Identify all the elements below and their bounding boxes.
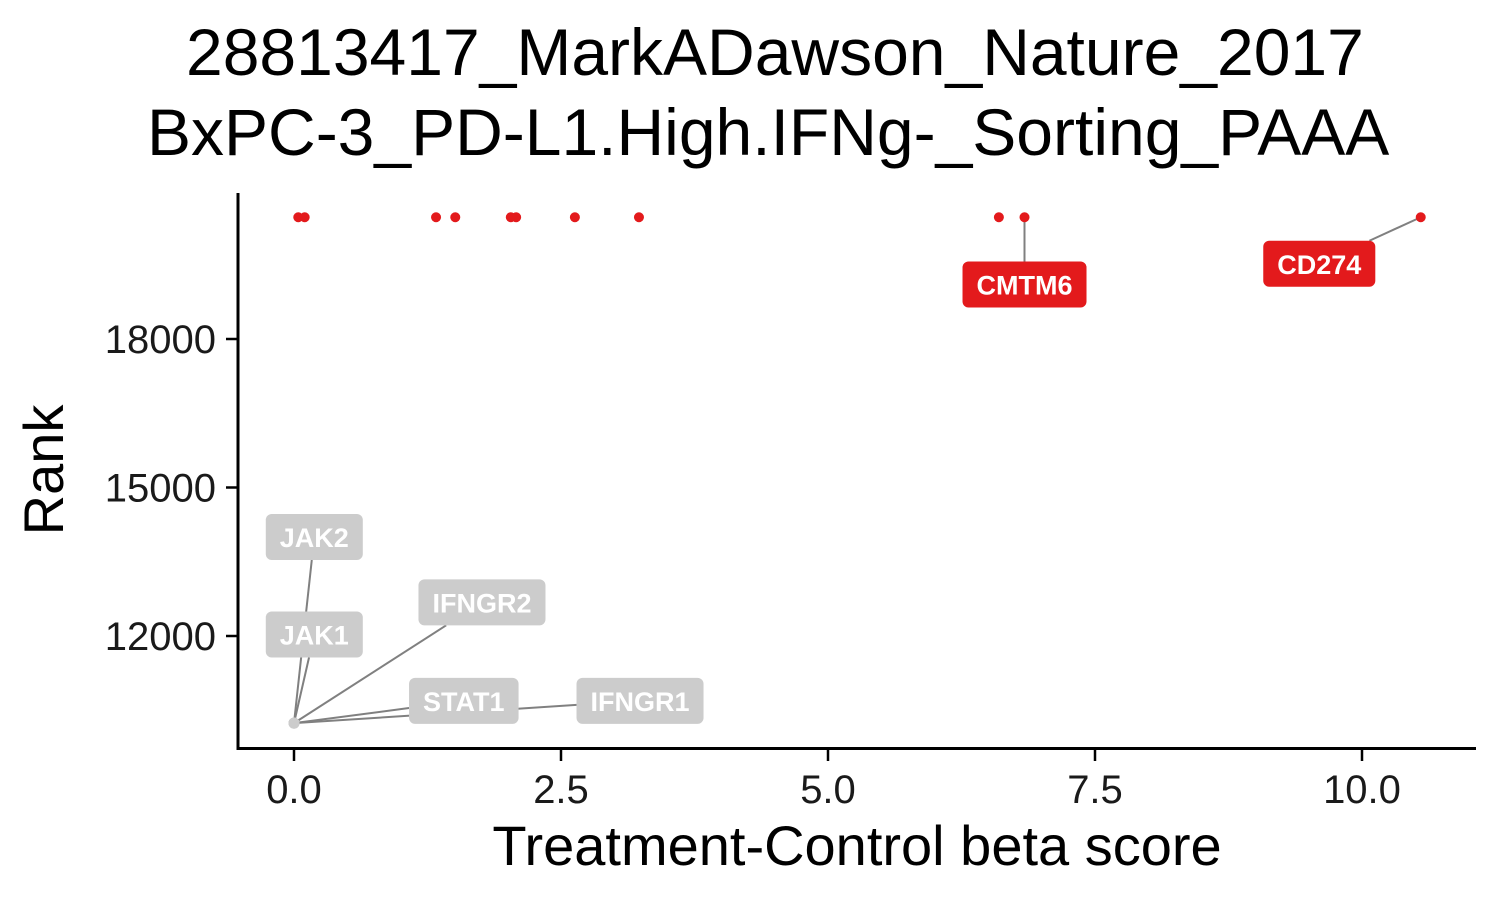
connector-stat1 bbox=[293, 707, 410, 725]
gene-label-stat1: STAT1 bbox=[409, 677, 519, 724]
point-high bbox=[511, 212, 522, 223]
gene-label-text: STAT1 bbox=[423, 687, 505, 717]
point-ifngr1 bbox=[288, 717, 300, 729]
y-tick-label: 12000 bbox=[105, 615, 216, 659]
x-tick-label: 10.0 bbox=[1323, 768, 1401, 812]
gene-label-text: JAK2 bbox=[280, 523, 349, 553]
y-axis-ticks: 12000 15000 18000 bbox=[105, 318, 237, 659]
point-high bbox=[299, 212, 310, 223]
gene-label-cmtm6: CMTM6 bbox=[962, 261, 1087, 308]
gene-label-box bbox=[265, 514, 363, 560]
y-tick-label: 15000 bbox=[105, 467, 216, 511]
gene-label-box bbox=[1263, 240, 1376, 287]
y-tick-label: 18000 bbox=[105, 318, 216, 362]
x-axis-title: Treatment-Control beta score bbox=[492, 814, 1221, 877]
gene-label-box bbox=[409, 677, 519, 724]
connector-jak1 bbox=[293, 657, 310, 724]
point-cd274 bbox=[1415, 212, 1426, 223]
point-high bbox=[450, 212, 461, 223]
point-high bbox=[431, 212, 442, 223]
gene-label-text: IFNGR1 bbox=[591, 687, 690, 717]
chart-title-line-1: 28813417_MarkADawson_Nature_2017 bbox=[186, 15, 1364, 89]
connector-cd274 bbox=[1369, 216, 1422, 242]
x-tick-label: 2.5 bbox=[533, 768, 589, 812]
x-axis-ticks: 0.0 2.5 5.0 7.5 10.0 bbox=[266, 750, 1401, 812]
x-tick-label: 5.0 bbox=[800, 768, 856, 812]
gene-label-box bbox=[418, 579, 546, 626]
gene-label-text: JAK1 bbox=[280, 621, 349, 651]
gene-label-ifngr2: IFNGR2 bbox=[418, 579, 546, 626]
gene-label-box bbox=[576, 677, 704, 724]
point-high bbox=[633, 212, 644, 223]
point-high bbox=[993, 212, 1004, 223]
data-points bbox=[288, 212, 1426, 729]
gene-label-box bbox=[265, 611, 363, 658]
gene-label-ifngr1: IFNGR1 bbox=[576, 677, 704, 724]
point-cmtm6 bbox=[1019, 212, 1030, 223]
gene-label-cd274: CD274 bbox=[1263, 240, 1376, 287]
gene-label-text: CMTM6 bbox=[977, 271, 1073, 301]
chart-title-line-2: BxPC-3_PD-L1.High.IFNg-_Sorting_PAAA bbox=[147, 95, 1389, 169]
point-high bbox=[569, 212, 580, 223]
gene-label-text: IFNGR2 bbox=[432, 588, 531, 618]
gene-label-jak2: JAK2 bbox=[265, 514, 363, 560]
gene-label-box bbox=[962, 261, 1087, 308]
x-tick-label: 7.5 bbox=[1067, 768, 1123, 812]
gene-labels: JAK2 JAK1 IFNGR2 STAT1 IFNGR1 CMTM6 CD274 bbox=[265, 240, 1376, 724]
gene-label-text: CD274 bbox=[1277, 250, 1361, 280]
label-connectors bbox=[293, 216, 1422, 725]
y-axis-title: Rank bbox=[12, 404, 75, 536]
x-tick-label: 0.0 bbox=[266, 768, 322, 812]
connector-ifngr2 bbox=[293, 624, 447, 724]
gene-label-jak1: JAK1 bbox=[265, 611, 363, 658]
